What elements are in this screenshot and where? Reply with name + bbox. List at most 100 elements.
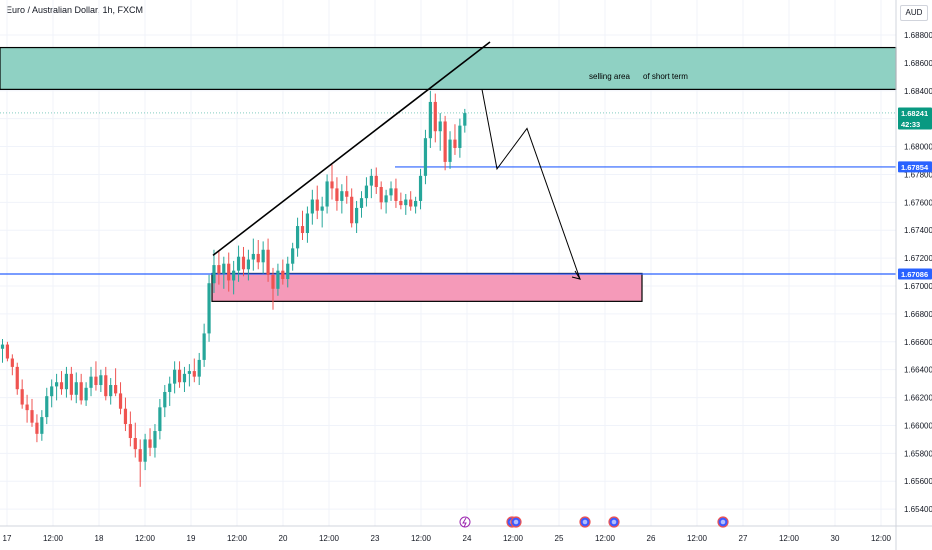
candle-body (443, 121, 447, 162)
candle-body (133, 438, 137, 450)
currency-button[interactable]: AUD (900, 5, 928, 21)
candle-body (104, 375, 108, 397)
candle-body (15, 366, 19, 390)
x-axis[interactable]: 17 12:00 18 12:00 19 12:00 20 12:00 23 12:00 24 12:… (3, 534, 892, 543)
candle-body (143, 439, 147, 462)
y-tick-label: 1.67600 (904, 198, 932, 207)
candle-body (414, 200, 418, 207)
x-tick-label: 20 (279, 534, 288, 543)
y-tick-label: 1.66600 (904, 338, 932, 347)
candle-body (182, 373, 187, 383)
projection-path[interactable] (481, 89, 581, 280)
y-tick-label: 1.67800 (904, 170, 932, 179)
y-tick-label: 1.67400 (904, 226, 932, 235)
price-badge (898, 107, 932, 130)
y-tick-label: 1.68000 (904, 143, 932, 152)
x-tick-label: 30 (831, 534, 840, 543)
candle-body (433, 101, 437, 132)
candle-body (10, 358, 14, 367)
x-tick-label: 23 (371, 534, 380, 543)
candle-body (232, 270, 236, 281)
x-tick-label: 12:00 (411, 534, 432, 543)
candle-body (89, 376, 93, 388)
lightning-bolt (462, 517, 467, 528)
candle-body (45, 396, 49, 418)
candle-body (217, 265, 221, 274)
candle-body (128, 424, 132, 439)
candle-body (281, 270, 285, 280)
x-tick-label: 12:00 (595, 534, 616, 543)
y-tick-label: 1.66000 (904, 421, 932, 430)
price-badge (898, 268, 932, 280)
trendline[interactable] (212, 41, 491, 256)
y-tick-label: 1.66800 (904, 310, 932, 319)
candle-body (448, 139, 452, 162)
y-tick-label: 1.68400 (904, 87, 932, 96)
candle-body (359, 198, 364, 208)
candle-body (173, 369, 177, 384)
candle-body (168, 383, 172, 392)
price-badge-value: 1.68241 (901, 109, 928, 118)
candle-body (94, 376, 98, 386)
y-tick-label: 1.65400 (904, 505, 932, 514)
candle-body (50, 386, 54, 397)
candle-body (79, 382, 83, 401)
candle-body (148, 439, 152, 448)
candle-body (163, 391, 167, 408)
candle-body (20, 389, 24, 405)
x-tick-label: 12:00 (503, 534, 524, 543)
candle-body (153, 431, 157, 448)
candle-body (192, 371, 196, 377)
candle-body (99, 375, 103, 386)
price-badges: 1.68241 42:33 1.67854 1.67086 (898, 107, 932, 280)
flag-event-icon-inner (720, 519, 726, 525)
flag-event-icon-inner (582, 519, 588, 525)
candle-body (291, 248, 295, 264)
y-tick-label: 1.67200 (904, 254, 932, 263)
candle-body (64, 373, 69, 390)
candle-body (109, 385, 113, 397)
candle-body (276, 270, 280, 289)
candle-body (59, 382, 64, 390)
candle-body (118, 393, 123, 409)
candle-body (379, 187, 383, 203)
candle-body (271, 274, 275, 289)
candle-body (418, 175, 423, 201)
x-tick-label: 19 (187, 534, 196, 543)
price-badge-value: 1.67086 (901, 270, 928, 279)
x-tick-label: 12:00 (227, 534, 248, 543)
candle-body (266, 249, 270, 275)
candle-body (404, 199, 408, 206)
event-markers[interactable] (459, 516, 729, 528)
candle-body (423, 138, 428, 176)
lightning-event-icon (459, 516, 471, 528)
x-tick-label: 24 (463, 534, 472, 543)
x-tick-label: 17 (3, 534, 12, 543)
candle-body (256, 253, 260, 263)
candle-body (330, 181, 334, 189)
y-tick-label: 1.66400 (904, 366, 932, 375)
price-badge-value: 1.67854 (901, 163, 929, 172)
short-term-label: of short term (643, 72, 688, 81)
candle-body (300, 226, 305, 234)
candle-body (438, 121, 442, 132)
candle-body (236, 256, 241, 271)
x-tick-label: 12:00 (43, 534, 64, 543)
candle-body (227, 263, 231, 281)
candle-body (25, 404, 29, 411)
candle-body (384, 195, 388, 203)
x-tick-label: 18 (95, 534, 104, 543)
candle-body (261, 249, 265, 263)
candle-body (74, 382, 78, 395)
candle-body (251, 253, 255, 260)
candle-body (30, 410, 34, 423)
candle-body (246, 259, 250, 270)
price-badge (898, 161, 932, 173)
selling-area-zone[interactable] (0, 46, 897, 90)
selling-area-label: selling area (589, 72, 630, 81)
x-tick-label: 27 (739, 534, 748, 543)
candle-body (394, 188, 398, 201)
candle-body (305, 213, 310, 234)
candle-body (340, 191, 344, 201)
